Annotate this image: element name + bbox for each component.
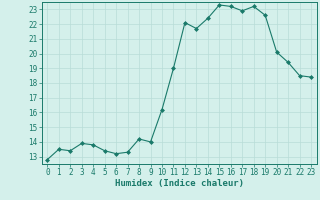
X-axis label: Humidex (Indice chaleur): Humidex (Indice chaleur) [115, 179, 244, 188]
